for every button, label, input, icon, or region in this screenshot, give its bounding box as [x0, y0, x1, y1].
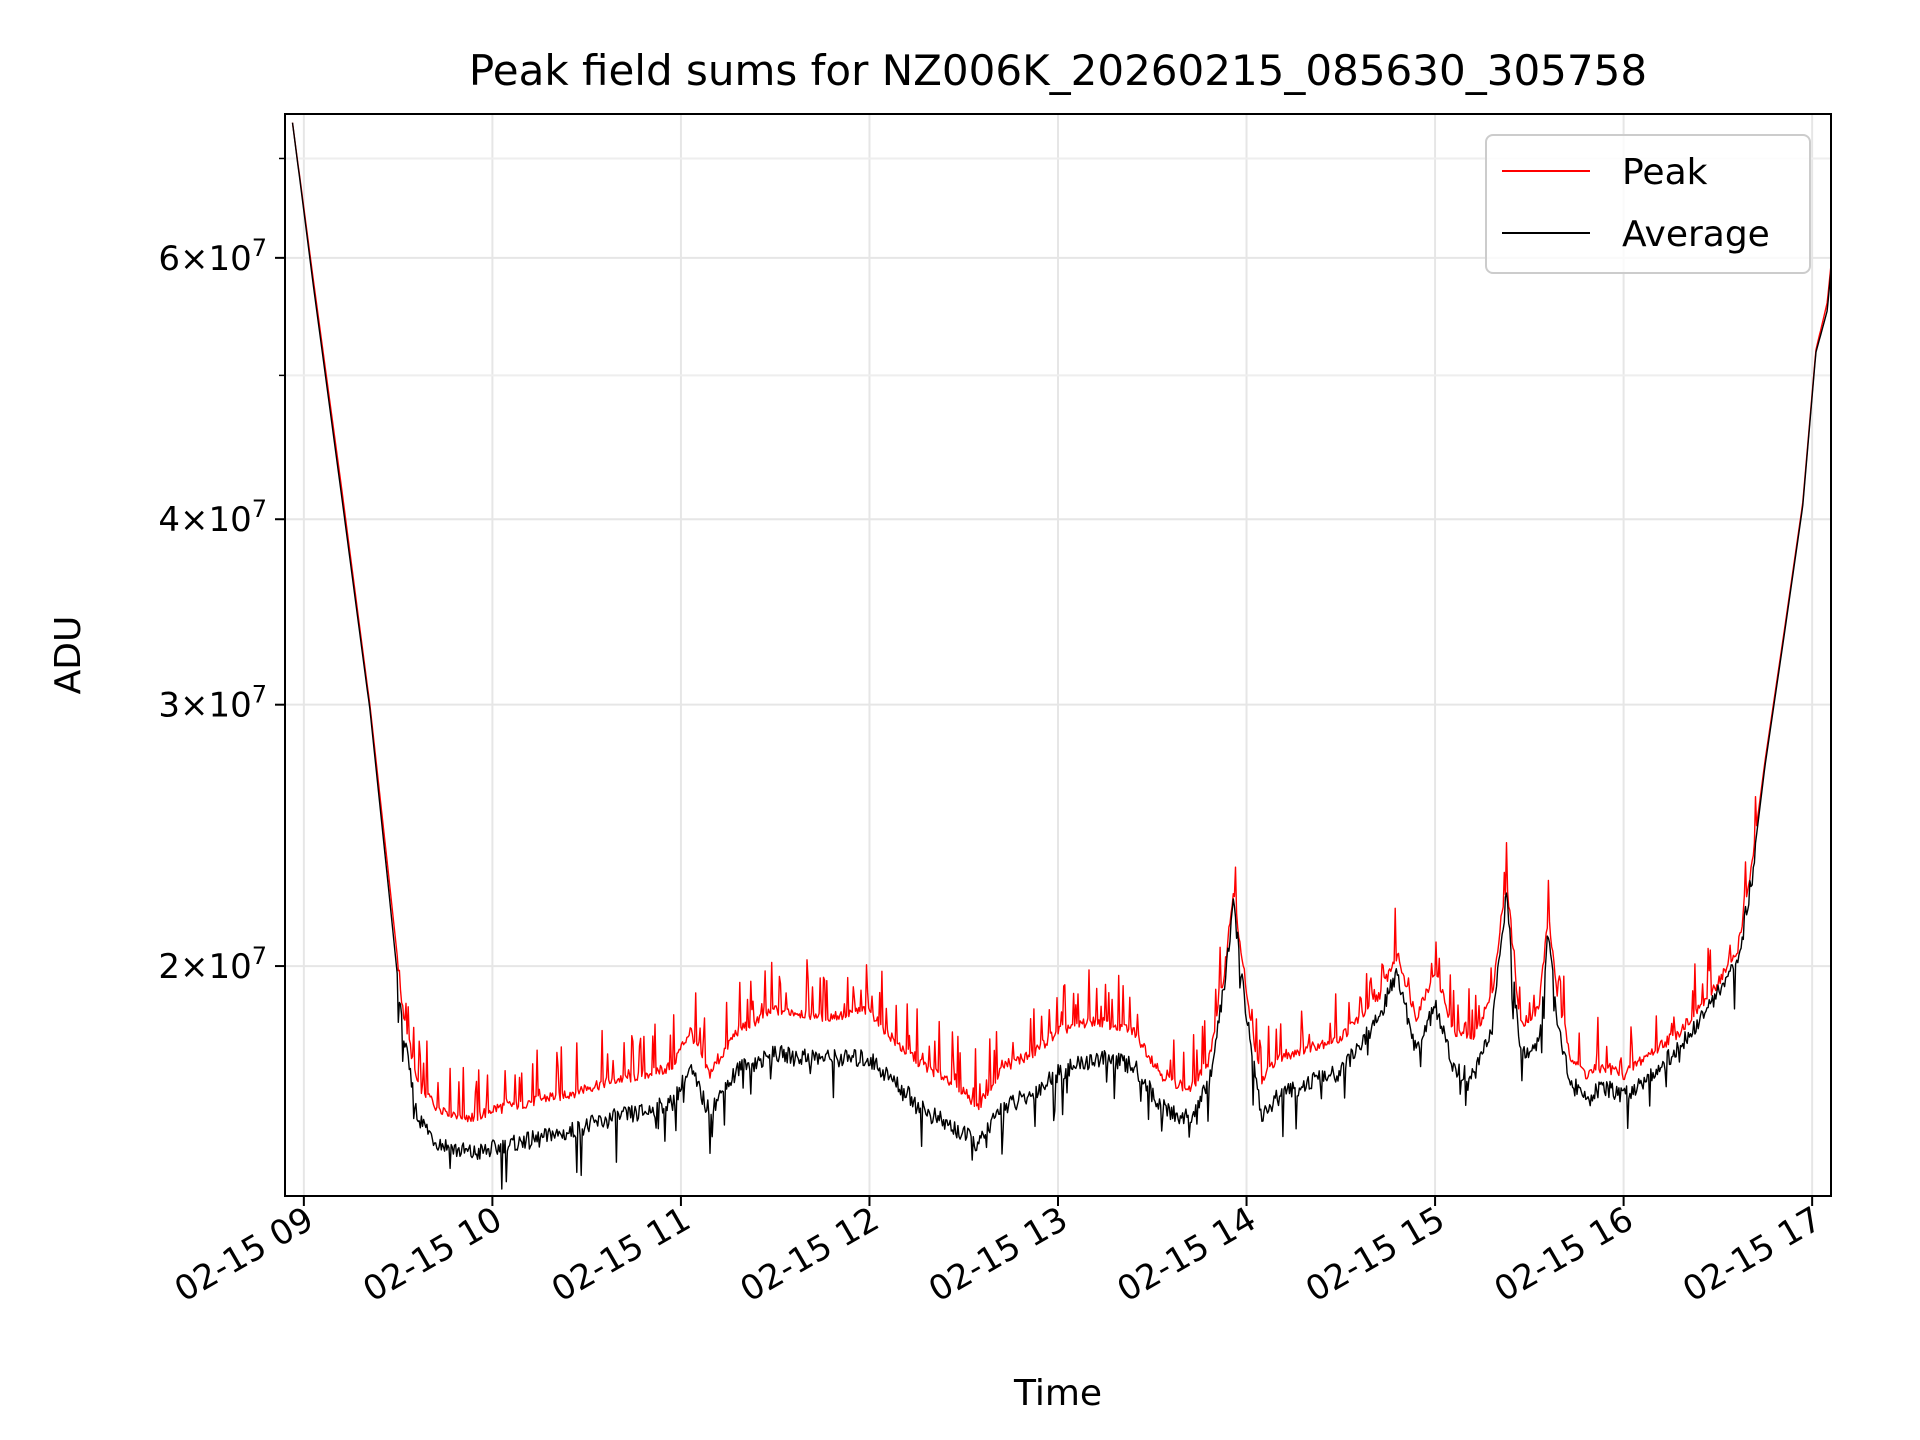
y-tick-label: 3×107	[158, 681, 267, 726]
y-tick-times: ×	[180, 239, 209, 279]
grid	[285, 114, 1831, 1196]
y-tick-mantissa: 3	[158, 686, 180, 726]
y-tick-exponent: 7	[252, 681, 267, 709]
x-axis-label: Time	[1013, 1373, 1102, 1414]
chart-title: Peak field sums for NZ006K_20260215_0856…	[469, 46, 1647, 95]
legend-label-peak: Peak	[1622, 152, 1708, 193]
series-line-average	[291, 122, 1831, 1190]
y-tick-exponent: 7	[252, 942, 267, 970]
y-tick-times: ×	[180, 686, 209, 726]
legend-label-average: Average	[1622, 214, 1770, 255]
y-tick-base: 10	[208, 239, 251, 279]
y-tick-times: ×	[180, 947, 209, 987]
y-tick-label: 2×107	[158, 942, 267, 987]
series-line-peak	[291, 122, 1831, 1123]
y-tick-base: 10	[208, 947, 251, 987]
y-tick-mantissa: 4	[158, 500, 180, 540]
y-tick-base: 10	[208, 686, 251, 726]
y-tick-times: ×	[180, 500, 209, 540]
y-tick-base: 10	[208, 500, 251, 540]
y-tick-label: 4×107	[158, 495, 267, 540]
legend: Peak Average	[1485, 134, 1811, 274]
y-axis-label: ADU	[48, 616, 89, 695]
legend-box	[1485, 134, 1811, 274]
y-tick-mantissa: 2	[158, 947, 180, 987]
series-lines	[291, 122, 1831, 1190]
y-tick-mantissa: 6	[158, 239, 180, 279]
y-tick-exponent: 7	[252, 495, 267, 523]
y-tick-label: 6×107	[158, 234, 267, 279]
y-tick-exponent: 7	[252, 234, 267, 262]
